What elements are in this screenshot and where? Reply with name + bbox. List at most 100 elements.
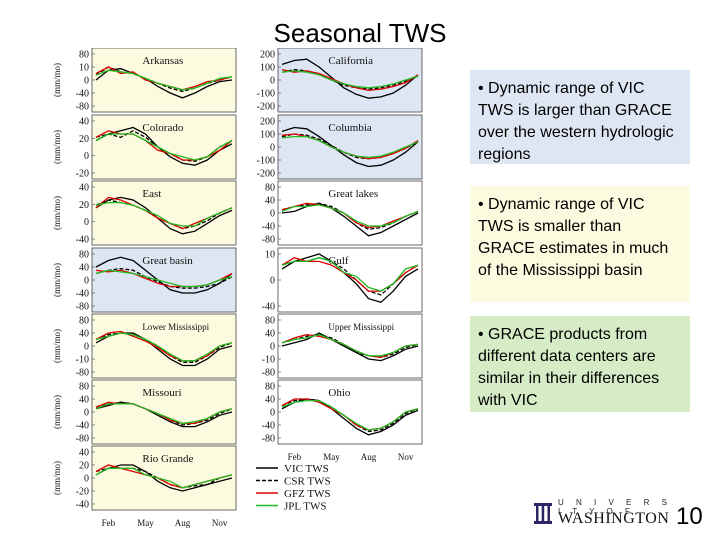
y-tick-label: 0 <box>270 276 275 287</box>
panel-title: California <box>328 55 373 67</box>
panel-frame <box>277 313 423 379</box>
series-line-jpl-tws <box>95 332 233 362</box>
panel-frame <box>277 180 423 246</box>
series-line-vic-tws <box>95 464 233 492</box>
y-tick-label: -40 <box>262 222 275 233</box>
x-tick-label: Feb <box>102 518 116 528</box>
series-line-jpl-tws <box>281 70 419 89</box>
y-tick-label: 80 <box>79 50 89 61</box>
y-axis-label: (mm/mo) <box>52 63 62 97</box>
slide-title: Seasonal TWS <box>273 18 447 48</box>
y-tick-label: -20 <box>76 487 89 498</box>
y-tick-label: 0 <box>270 143 275 154</box>
y-tick-label: -80 <box>76 102 89 113</box>
y-axis-label: (mm/mo) <box>52 263 62 297</box>
panel-title: East <box>142 188 161 200</box>
legend-label: JPL TWS <box>284 501 326 513</box>
y-tick-label: -20 <box>76 169 89 180</box>
y-tick-label: 20 <box>79 134 89 145</box>
y-tick-label: 40 <box>79 263 89 274</box>
logo-university-of: U N I V E R S I T Y O F <box>558 498 672 516</box>
series-line-jpl-tws <box>281 399 419 431</box>
series-line-jpl-tws <box>95 69 233 91</box>
series-line-jpl-tws <box>95 133 233 161</box>
y-tick-label: 0 <box>84 151 89 162</box>
y-tick-label: 10 <box>265 250 275 261</box>
series-line-jpl-tws <box>95 201 233 227</box>
panel-frame <box>277 247 423 313</box>
panel-frame <box>91 313 237 379</box>
university-logo: U N I V E R S I T Y O F WASHINGTON <box>533 496 673 530</box>
y-tick-label: 200 <box>260 50 275 61</box>
y-tick-label: -40 <box>76 289 89 300</box>
y-tick-label: 80 <box>265 316 275 327</box>
series-line-vic-tws <box>281 253 419 304</box>
y-tick-label: 0 <box>270 209 275 220</box>
panel-great-lakes: 80 40 0 -40 -80 Great lakes <box>262 180 423 246</box>
y-tick-label: -100 <box>257 89 275 100</box>
series-line-vic-tws <box>281 202 419 237</box>
y-tick-label: -40 <box>262 421 275 432</box>
series-line-jpl-tws <box>281 204 419 227</box>
y-tick-label: 20 <box>79 200 89 211</box>
y-tick-label: -200 <box>257 102 275 113</box>
panel-frame <box>91 47 237 113</box>
panel-frame <box>277 379 423 445</box>
y-tick-label: -40 <box>76 235 89 246</box>
y-tick-label: 80 <box>265 183 275 194</box>
series-line-vic-tws <box>281 332 419 362</box>
y-tick-label: 40 <box>79 329 89 340</box>
panel-title: Missouri <box>142 387 181 399</box>
callout-grace-products: • GRACE products from different data cen… <box>470 316 690 412</box>
y-tick-label: 40 <box>265 395 275 406</box>
panel-frame <box>91 114 237 180</box>
panel-missouri: 80 40 0 -40 -80 (mm/mo) Missouri <box>52 379 237 445</box>
panel-frame <box>91 379 237 445</box>
x-tick-label: May <box>323 452 340 462</box>
panel-california: 200 100 0 -100 -200 California <box>257 47 423 113</box>
y-tick-label: 0 <box>270 76 275 87</box>
x-tick-label: Aug <box>361 452 377 462</box>
y-tick-label: -80 <box>262 434 275 445</box>
logo-washington: WASHINGTON <box>558 510 670 527</box>
panel-frame <box>277 114 423 180</box>
series-line-csr-tws <box>95 332 233 363</box>
y-tick-label: 0 <box>270 408 275 419</box>
y-tick-label: 0 <box>270 342 275 353</box>
panel-title: Colorado <box>142 122 183 134</box>
panel-frame <box>91 180 237 246</box>
series-line-jpl-tws <box>281 257 419 292</box>
panel-title: Arkansas <box>142 55 183 67</box>
legend-label: CSR TWS <box>284 476 331 488</box>
y-axis-label: (mm/mo) <box>52 196 62 230</box>
x-tick-label: Aug <box>175 518 191 528</box>
y-tick-label: 80 <box>79 250 89 261</box>
panel-rio-grande: 40 20 0 -20 -40 (mm/mo) Rio Grande <box>52 445 237 511</box>
series-line-jpl-tws <box>95 403 233 425</box>
y-tick-label: 100 <box>260 63 275 74</box>
y-tick-label: 0 <box>84 217 89 228</box>
panel-title: Rio Grande <box>142 453 193 465</box>
y-tick-label: -40 <box>76 89 89 100</box>
y-tick-label: -40 <box>76 500 89 511</box>
panel-title: Columbia <box>328 122 372 134</box>
series-line-vic-tws <box>95 196 233 235</box>
y-axis-label: (mm/mo) <box>52 329 62 363</box>
series-line-vic-tws <box>281 58 419 99</box>
y-axis-label: (mm/mo) <box>52 130 62 164</box>
page-number: 10 <box>676 503 703 530</box>
y-tick-label: 100 <box>260 130 275 141</box>
y-tick-label: 40 <box>79 448 89 459</box>
legend-label: GFZ TWS <box>284 488 331 500</box>
series-line-vic-tws <box>281 126 419 168</box>
y-axis-label: (mm/mo) <box>52 395 62 429</box>
y-tick-label: -10 <box>76 355 89 366</box>
y-tick-label: -80 <box>262 368 275 379</box>
y-tick-label: 40 <box>79 183 89 194</box>
panel-arkansas: 80 10 0 -40 -80 (mm/mo) Arkansas <box>52 47 237 113</box>
series-line-jpl-tws <box>95 467 233 489</box>
y-tick-label: 0 <box>84 408 89 419</box>
uw-crest-icon <box>534 503 552 524</box>
series-line-vic-tws <box>95 67 233 99</box>
